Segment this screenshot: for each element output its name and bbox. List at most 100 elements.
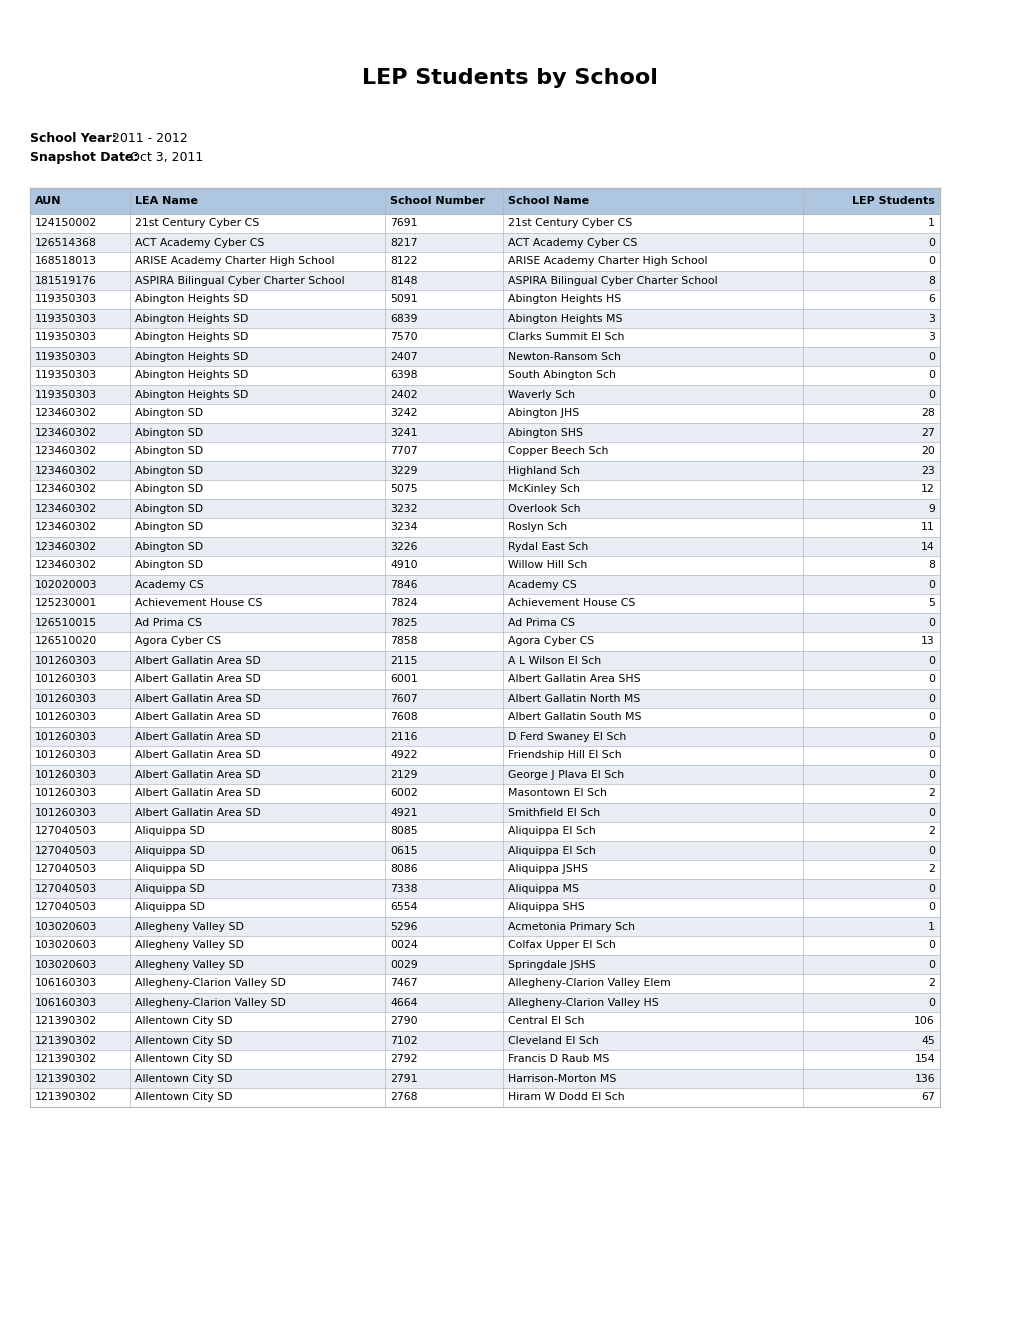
Bar (30, 917, 940, 936)
Text: 101260303: 101260303 (35, 808, 97, 817)
Text: 168518013: 168518013 (35, 256, 97, 267)
Text: 106: 106 (913, 1016, 934, 1027)
Text: Abington SD: Abington SD (135, 484, 203, 495)
Bar (30, 594, 940, 612)
Bar (30, 689, 940, 708)
Bar (30, 1088, 940, 1107)
Text: 125230001: 125230001 (35, 598, 97, 609)
Text: Newton-Ransom Sch: Newton-Ransom Sch (507, 351, 621, 362)
Bar (30, 1012, 940, 1031)
Text: Rydal East Sch: Rydal East Sch (507, 541, 588, 552)
Text: 13: 13 (920, 636, 934, 647)
Text: 7691: 7691 (389, 219, 417, 228)
Text: Allentown City SD: Allentown City SD (135, 1035, 232, 1045)
Text: LEA Name: LEA Name (135, 195, 198, 206)
Bar (30, 1031, 940, 1049)
Text: 3242: 3242 (389, 408, 417, 418)
Text: Allegheny Valley SD: Allegheny Valley SD (135, 921, 244, 932)
Text: 2129: 2129 (389, 770, 417, 780)
Text: Aliquippa SHS: Aliquippa SHS (507, 903, 584, 912)
Text: 126514368: 126514368 (35, 238, 97, 248)
Text: LEP Students: LEP Students (851, 195, 934, 206)
Text: Aliquippa JSHS: Aliquippa JSHS (507, 865, 587, 874)
Text: 126510015: 126510015 (35, 618, 97, 627)
Bar (30, 822, 940, 841)
Text: Waverly Sch: Waverly Sch (507, 389, 575, 400)
Bar (30, 841, 940, 861)
Text: 3: 3 (927, 314, 934, 323)
Text: George J Plava El Sch: George J Plava El Sch (507, 770, 624, 780)
Text: 21st Century Cyber CS: 21st Century Cyber CS (135, 219, 259, 228)
Text: 8085: 8085 (389, 826, 417, 837)
Text: Allentown City SD: Allentown City SD (135, 1073, 232, 1084)
Bar (30, 252, 940, 271)
Text: 12: 12 (920, 484, 934, 495)
Bar (30, 766, 940, 784)
Text: 3: 3 (927, 333, 934, 342)
Text: 3234: 3234 (389, 523, 417, 532)
Text: Albert Gallatin Area SD: Albert Gallatin Area SD (135, 751, 261, 760)
Text: LEP Students by School: LEP Students by School (362, 69, 657, 88)
Text: 181519176: 181519176 (35, 276, 97, 285)
Text: 2115: 2115 (389, 656, 417, 665)
Bar (30, 1049, 940, 1069)
Text: 3229: 3229 (389, 466, 417, 475)
Text: School Number: School Number (389, 195, 484, 206)
Text: 0: 0 (927, 731, 934, 742)
Text: 0: 0 (927, 846, 934, 855)
Bar (30, 671, 940, 689)
Bar (30, 290, 940, 309)
Text: 8217: 8217 (389, 238, 417, 248)
Text: 28: 28 (920, 408, 934, 418)
Text: Allegheny-Clarion Valley SD: Allegheny-Clarion Valley SD (135, 998, 285, 1007)
Text: Abington SD: Abington SD (135, 541, 203, 552)
Text: Albert Gallatin Area SHS: Albert Gallatin Area SHS (507, 675, 640, 685)
Text: 121390302: 121390302 (35, 1016, 97, 1027)
Bar (30, 461, 940, 480)
Text: Aliquippa SD: Aliquippa SD (135, 846, 205, 855)
Text: Albert Gallatin Area SD: Albert Gallatin Area SD (135, 693, 261, 704)
Text: 123460302: 123460302 (35, 466, 97, 475)
Text: Abington Heights HS: Abington Heights HS (507, 294, 621, 305)
Text: 7338: 7338 (389, 883, 417, 894)
Text: 121390302: 121390302 (35, 1073, 97, 1084)
Text: 126510020: 126510020 (35, 636, 97, 647)
Text: ASPIRA Bilingual Cyber Charter School: ASPIRA Bilingual Cyber Charter School (507, 276, 717, 285)
Bar (30, 954, 940, 974)
Text: Allentown City SD: Allentown City SD (135, 1055, 232, 1064)
Text: 45: 45 (920, 1035, 934, 1045)
Text: Abington Heights SD: Abington Heights SD (135, 351, 249, 362)
Text: 2790: 2790 (389, 1016, 417, 1027)
Bar (30, 898, 940, 917)
Text: Albert Gallatin Area SD: Albert Gallatin Area SD (135, 656, 261, 665)
Text: 123460302: 123460302 (35, 523, 97, 532)
Text: 0: 0 (927, 618, 934, 627)
Text: 8122: 8122 (389, 256, 417, 267)
Text: Acmetonia Primary Sch: Acmetonia Primary Sch (507, 921, 635, 932)
Text: 121390302: 121390302 (35, 1035, 97, 1045)
Text: 7825: 7825 (389, 618, 417, 627)
Text: 4910: 4910 (389, 561, 417, 570)
Text: Copper Beech Sch: Copper Beech Sch (507, 446, 607, 457)
Text: 0: 0 (927, 713, 934, 722)
Text: 103020603: 103020603 (35, 960, 97, 969)
Bar (30, 537, 940, 556)
Bar (30, 727, 940, 746)
Text: 0: 0 (927, 675, 934, 685)
Text: 5075: 5075 (389, 484, 417, 495)
Text: Francis D Raub MS: Francis D Raub MS (507, 1055, 608, 1064)
Bar (30, 271, 940, 290)
Text: Abington Heights SD: Abington Heights SD (135, 389, 249, 400)
Text: Agora Cyber CS: Agora Cyber CS (135, 636, 221, 647)
Bar (30, 993, 940, 1012)
Bar (30, 404, 940, 422)
Text: 106160303: 106160303 (35, 998, 97, 1007)
Text: 0: 0 (927, 883, 934, 894)
Text: 7608: 7608 (389, 713, 417, 722)
Text: 27: 27 (920, 428, 934, 437)
Text: 3232: 3232 (389, 503, 417, 513)
Text: 101260303: 101260303 (35, 788, 97, 799)
Text: 11: 11 (920, 523, 934, 532)
Bar (30, 517, 940, 537)
Text: Allegheny Valley SD: Allegheny Valley SD (135, 940, 244, 950)
